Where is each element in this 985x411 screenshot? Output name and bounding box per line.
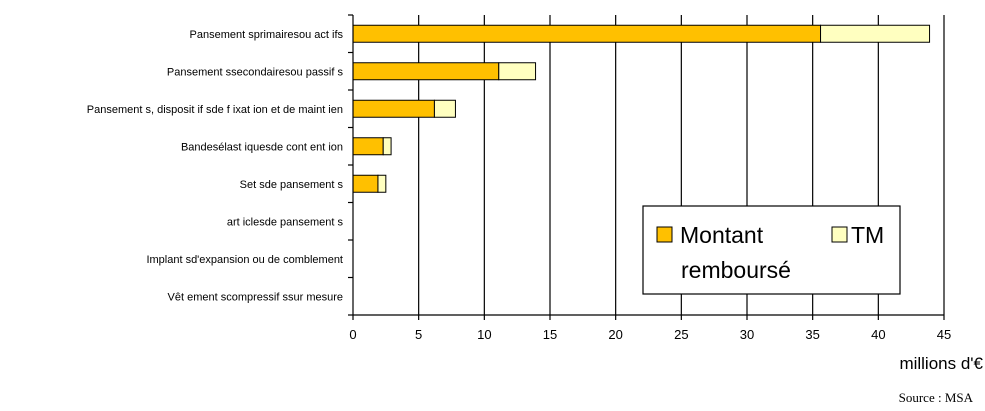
category-label: art iclesde pansement s <box>227 216 344 228</box>
bar-montant-rembourse <box>352 137 384 156</box>
bar-tm <box>377 174 387 193</box>
category-labels: Pansement sprimairesou act ifs Pansement … <box>87 29 344 304</box>
category-label: Bandesélast iquesde cont ent ion <box>181 141 343 153</box>
x-tick-labels: 0 5 10 15 20 25 30 35 40 45 <box>349 327 951 342</box>
bar-montant-rembourse <box>352 174 379 193</box>
x-tick-label: 25 <box>674 327 688 342</box>
bars <box>352 24 931 193</box>
x-tick-label: 15 <box>543 327 557 342</box>
legend-swatch-montant <box>656 226 673 243</box>
category-label: Pansement sprimairesou act ifs <box>190 29 344 41</box>
x-tick-label: 20 <box>608 327 622 342</box>
legend-swatch-tm <box>831 226 848 243</box>
category-label: Implant sd'expansion ou de comblement <box>146 254 343 266</box>
legend-label-montant-line1: Montant <box>680 222 764 248</box>
bar-tm <box>382 137 392 156</box>
x-tick-label: 5 <box>415 327 422 342</box>
source-note: Source : MSA <box>899 390 974 405</box>
bar-tm <box>820 24 931 43</box>
x-tick-label: 45 <box>937 327 951 342</box>
x-tick-label: 10 <box>477 327 491 342</box>
x-tick-label: 30 <box>740 327 754 342</box>
x-axis-label: millions d'€ <box>899 354 983 373</box>
category-label: Set sde pansement s <box>240 179 344 191</box>
bar-montant-rembourse <box>352 99 435 118</box>
x-tick-label: 40 <box>871 327 885 342</box>
category-label: Pansement s, disposit if sde f ixat ion … <box>87 104 343 116</box>
category-label: Pansement ssecondairesou passif s <box>167 66 344 78</box>
x-tick-label: 0 <box>349 327 356 342</box>
x-tick-label: 35 <box>805 327 819 342</box>
bar-montant-rembourse <box>352 62 500 81</box>
bar-montant-rembourse <box>352 24 822 43</box>
legend-label-tm: TM <box>851 222 884 248</box>
bar-tm <box>498 62 537 81</box>
bar-tm <box>433 99 456 118</box>
legend-box <box>642 205 901 295</box>
axes <box>348 14 945 320</box>
legend-label-montant-line2: remboursé <box>681 257 791 283</box>
category-label: Vêt ement scompressif ssur mesure <box>168 291 343 303</box>
legend: Montant remboursé TM <box>642 205 901 295</box>
